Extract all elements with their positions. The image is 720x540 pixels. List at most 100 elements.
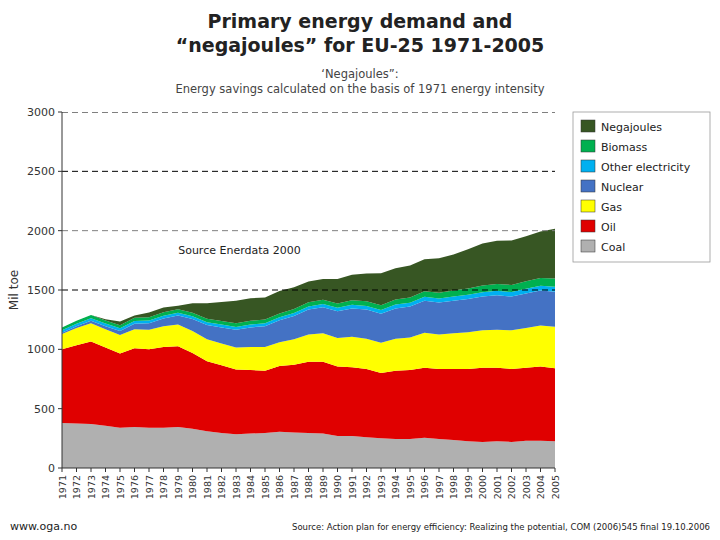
y-tick	[58, 468, 62, 469]
x-tick-label: 1977	[144, 475, 155, 499]
x-tick-label: 1999	[463, 475, 474, 499]
x-tick	[294, 468, 295, 472]
x-tick	[381, 468, 382, 472]
x-tick-label: 2004	[535, 475, 546, 499]
x-tick-label: 1991	[347, 475, 358, 499]
y-tick-label: 2500	[27, 165, 55, 178]
x-tick	[453, 468, 454, 472]
areas	[62, 229, 555, 468]
x-tick-label: 1992	[361, 475, 372, 499]
x-tick	[279, 468, 280, 472]
x-tick	[76, 468, 77, 472]
x-tick	[468, 468, 469, 472]
legend-label: Coal	[601, 241, 625, 254]
x-tick	[511, 468, 512, 472]
legend-frame	[573, 112, 710, 262]
x-tick	[62, 468, 63, 472]
reference-line	[62, 230, 555, 231]
footer-right: Source: Action plan for energy efficienc…	[292, 522, 710, 532]
y-axis-label: Mil toe	[7, 270, 21, 310]
x-tick	[555, 468, 556, 472]
y-tick-label: 2000	[27, 225, 55, 238]
x-tick-label: 1997	[434, 475, 445, 499]
legend-label: Other electricity	[601, 161, 691, 174]
legend-label: Nuclear	[601, 181, 644, 194]
x-tick-label: 2002	[506, 475, 517, 499]
reference-line	[62, 290, 555, 291]
x-tick-label: 1979	[173, 475, 184, 499]
x-tick-label: 2005	[550, 475, 561, 499]
title: “negajoules” for EU-25 1971-2005	[176, 34, 545, 56]
x-tick	[236, 468, 237, 472]
y-tick-label: 1000	[27, 343, 55, 356]
x-tick-label: 1973	[86, 475, 97, 499]
x-tick	[308, 468, 309, 472]
legend-label: Gas	[601, 201, 622, 214]
x-tick	[424, 468, 425, 472]
footer-left: www.oga.no	[10, 520, 77, 533]
legend-swatch	[581, 240, 595, 252]
chart: Primary energy demand and“negajoules” fo…	[0, 0, 720, 540]
x-tick-label: 1980	[187, 475, 198, 499]
x-tick	[105, 468, 106, 472]
x-tick	[366, 468, 367, 472]
subtitle: Energy savings calculated on the basis o…	[175, 82, 544, 96]
x-tick	[91, 468, 92, 472]
x-tick-label: 1987	[289, 475, 300, 499]
x-tick-label: 1976	[129, 475, 140, 499]
legend-label: Biomass	[601, 141, 648, 154]
y-tick-label: 1500	[27, 284, 55, 297]
x-tick	[120, 468, 121, 472]
y-tick-label: 0	[48, 462, 55, 475]
x-tick	[497, 468, 498, 472]
x-tick-label: 1993	[376, 475, 387, 499]
x-tick-label: 1995	[405, 475, 416, 499]
x-tick	[192, 468, 193, 472]
x-tick	[395, 468, 396, 472]
x-tick-label: 1983	[231, 475, 242, 499]
x-tick	[352, 468, 353, 472]
y-tick	[58, 230, 62, 231]
x-tick	[134, 468, 135, 472]
legend-swatch	[581, 160, 595, 172]
reference-line	[62, 171, 555, 172]
x-tick-label: 1988	[303, 475, 314, 499]
legend: Negajoules Biomass Other electricity Nuclea…	[573, 112, 710, 262]
x-tick	[526, 468, 527, 472]
x-tick	[323, 468, 324, 472]
legend-swatch	[581, 200, 595, 212]
x-tick-label: 1986	[274, 475, 285, 499]
x-tick-label: 1989	[318, 475, 329, 499]
x-tick	[163, 468, 164, 472]
area	[62, 229, 555, 328]
x-tick	[482, 468, 483, 472]
x-tick	[439, 468, 440, 472]
legend-swatch	[581, 120, 595, 132]
title: Primary energy demand and	[208, 10, 513, 32]
x-tick-label: 1998	[448, 475, 459, 499]
legend-label: Negajoules	[601, 121, 662, 134]
reference-lines	[62, 112, 555, 290]
legend-swatch	[581, 140, 595, 152]
y-tick	[58, 112, 62, 113]
y-tick	[58, 349, 62, 350]
x-tick-label: 1972	[71, 475, 82, 499]
x-tick-label: 1984	[245, 475, 256, 499]
x-tick-label: 1996	[419, 475, 430, 499]
x-tick-label: 2001	[492, 475, 503, 499]
legend-label: Oil	[601, 221, 616, 234]
x-tick-label: 2000	[477, 475, 488, 499]
x-tick-label: 1985	[260, 475, 271, 499]
x-tick-label: 1974	[100, 475, 111, 499]
source-note: Source Enerdata 2000	[178, 244, 301, 257]
legend-swatch	[581, 220, 595, 232]
y-tick-label: 3000	[27, 106, 55, 119]
legend-swatch	[581, 180, 595, 192]
y-tick	[58, 290, 62, 291]
axes: 0500100015002000250030001971197219731974…	[27, 106, 561, 499]
x-tick	[221, 468, 222, 472]
x-tick	[250, 468, 251, 472]
reference-line	[62, 112, 555, 113]
x-tick-label: 1981	[202, 475, 213, 499]
x-tick-label: 1971	[57, 475, 68, 499]
